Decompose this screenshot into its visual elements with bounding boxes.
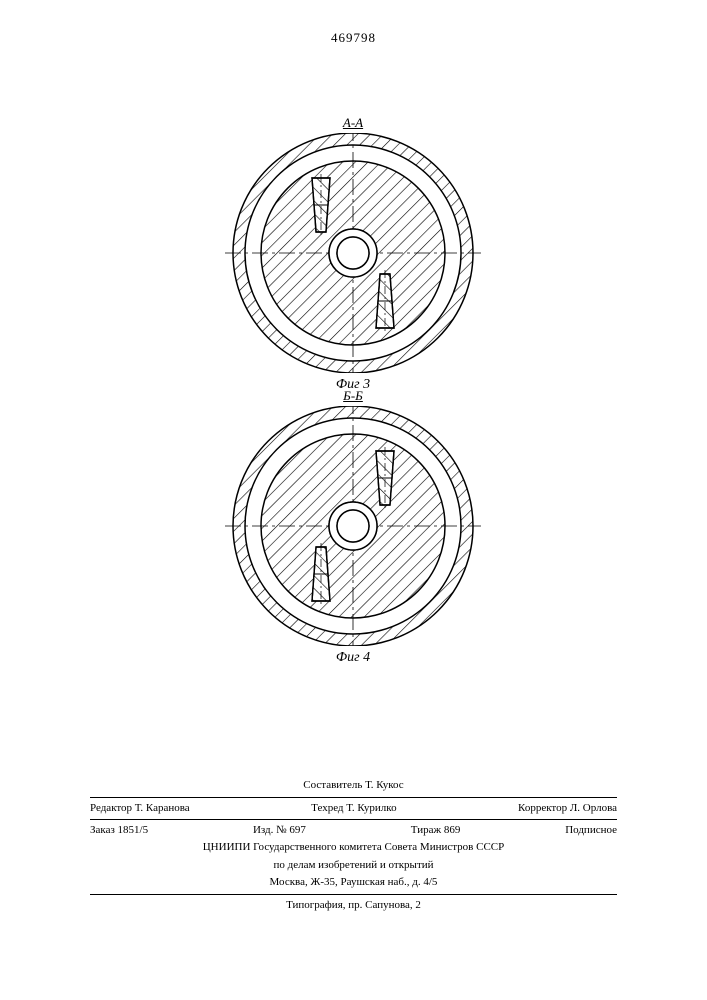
footer: Составитель Т. Кукос Редактор Т. Каранов… [90, 776, 617, 915]
footer-corrector: Корректор Л. Орлова [518, 801, 617, 816]
section-label-bb: Б-Б [223, 388, 483, 404]
patent-number: 469798 [0, 30, 707, 46]
footer-row-print: Заказ 1851/5 Изд. № 697 Тираж 869 Подпис… [90, 823, 617, 838]
footer-rule-2 [90, 819, 617, 820]
footer-address2: Типография, пр. Сапунова, 2 [90, 898, 617, 913]
figure-4: Б-Б Фиг 4 [223, 388, 483, 666]
footer-technical: Техред Т. Курилко [311, 801, 396, 816]
footer-circulation: Тираж 869 [411, 823, 461, 838]
footer-edition: Изд. № 697 [253, 823, 306, 838]
footer-org1: ЦНИИПИ Государственного комитета Совета … [90, 840, 617, 855]
footer-editor: Редактор Т. Каранова [90, 801, 190, 816]
figure-3-svg [223, 133, 483, 373]
figure-4-svg [223, 406, 483, 646]
section-label-aa: А-А [223, 115, 483, 131]
footer-order: Заказ 1851/5 [90, 823, 148, 838]
footer-address1: Москва, Ж-35, Раушская наб., д. 4/5 [90, 875, 617, 890]
footer-row-credits: Редактор Т. Каранова Техред Т. Курилко К… [90, 801, 617, 816]
footer-rule-3 [90, 894, 617, 895]
footer-compiler: Составитель Т. Кукос [90, 778, 617, 793]
footer-org2: по делам изобретений и открытий [90, 858, 617, 873]
page: 469798 А-А Фиг 3 Б-Б Фиг 4 Составитель Т… [0, 0, 707, 1000]
figure-3: А-А Фиг 3 [223, 115, 483, 393]
footer-rule-1 [90, 797, 617, 798]
footer-subscription: Подписное [565, 823, 617, 838]
figure-4-caption: Фиг 4 [223, 650, 483, 666]
